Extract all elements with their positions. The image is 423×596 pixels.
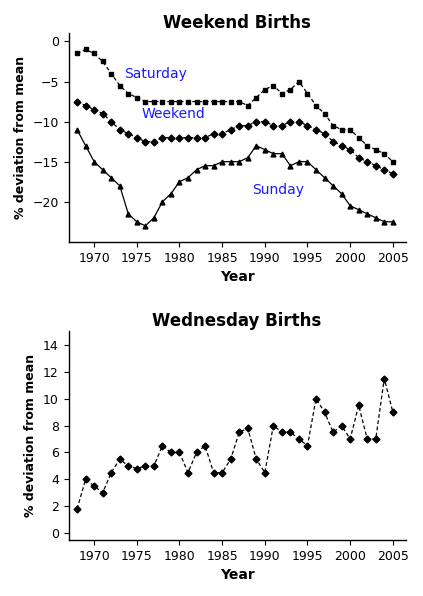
X-axis label: Year: Year	[220, 270, 255, 284]
Text: Saturday: Saturday	[124, 67, 187, 80]
Text: Weekend: Weekend	[141, 107, 205, 120]
Y-axis label: % deviation from mean: % deviation from mean	[25, 354, 37, 517]
Text: Sunday: Sunday	[252, 183, 304, 197]
Y-axis label: % deviation from mean: % deviation from mean	[14, 56, 27, 219]
X-axis label: Year: Year	[220, 568, 255, 582]
Title: Wednesday Births: Wednesday Births	[152, 312, 322, 330]
Title: Weekend Births: Weekend Births	[163, 14, 311, 32]
